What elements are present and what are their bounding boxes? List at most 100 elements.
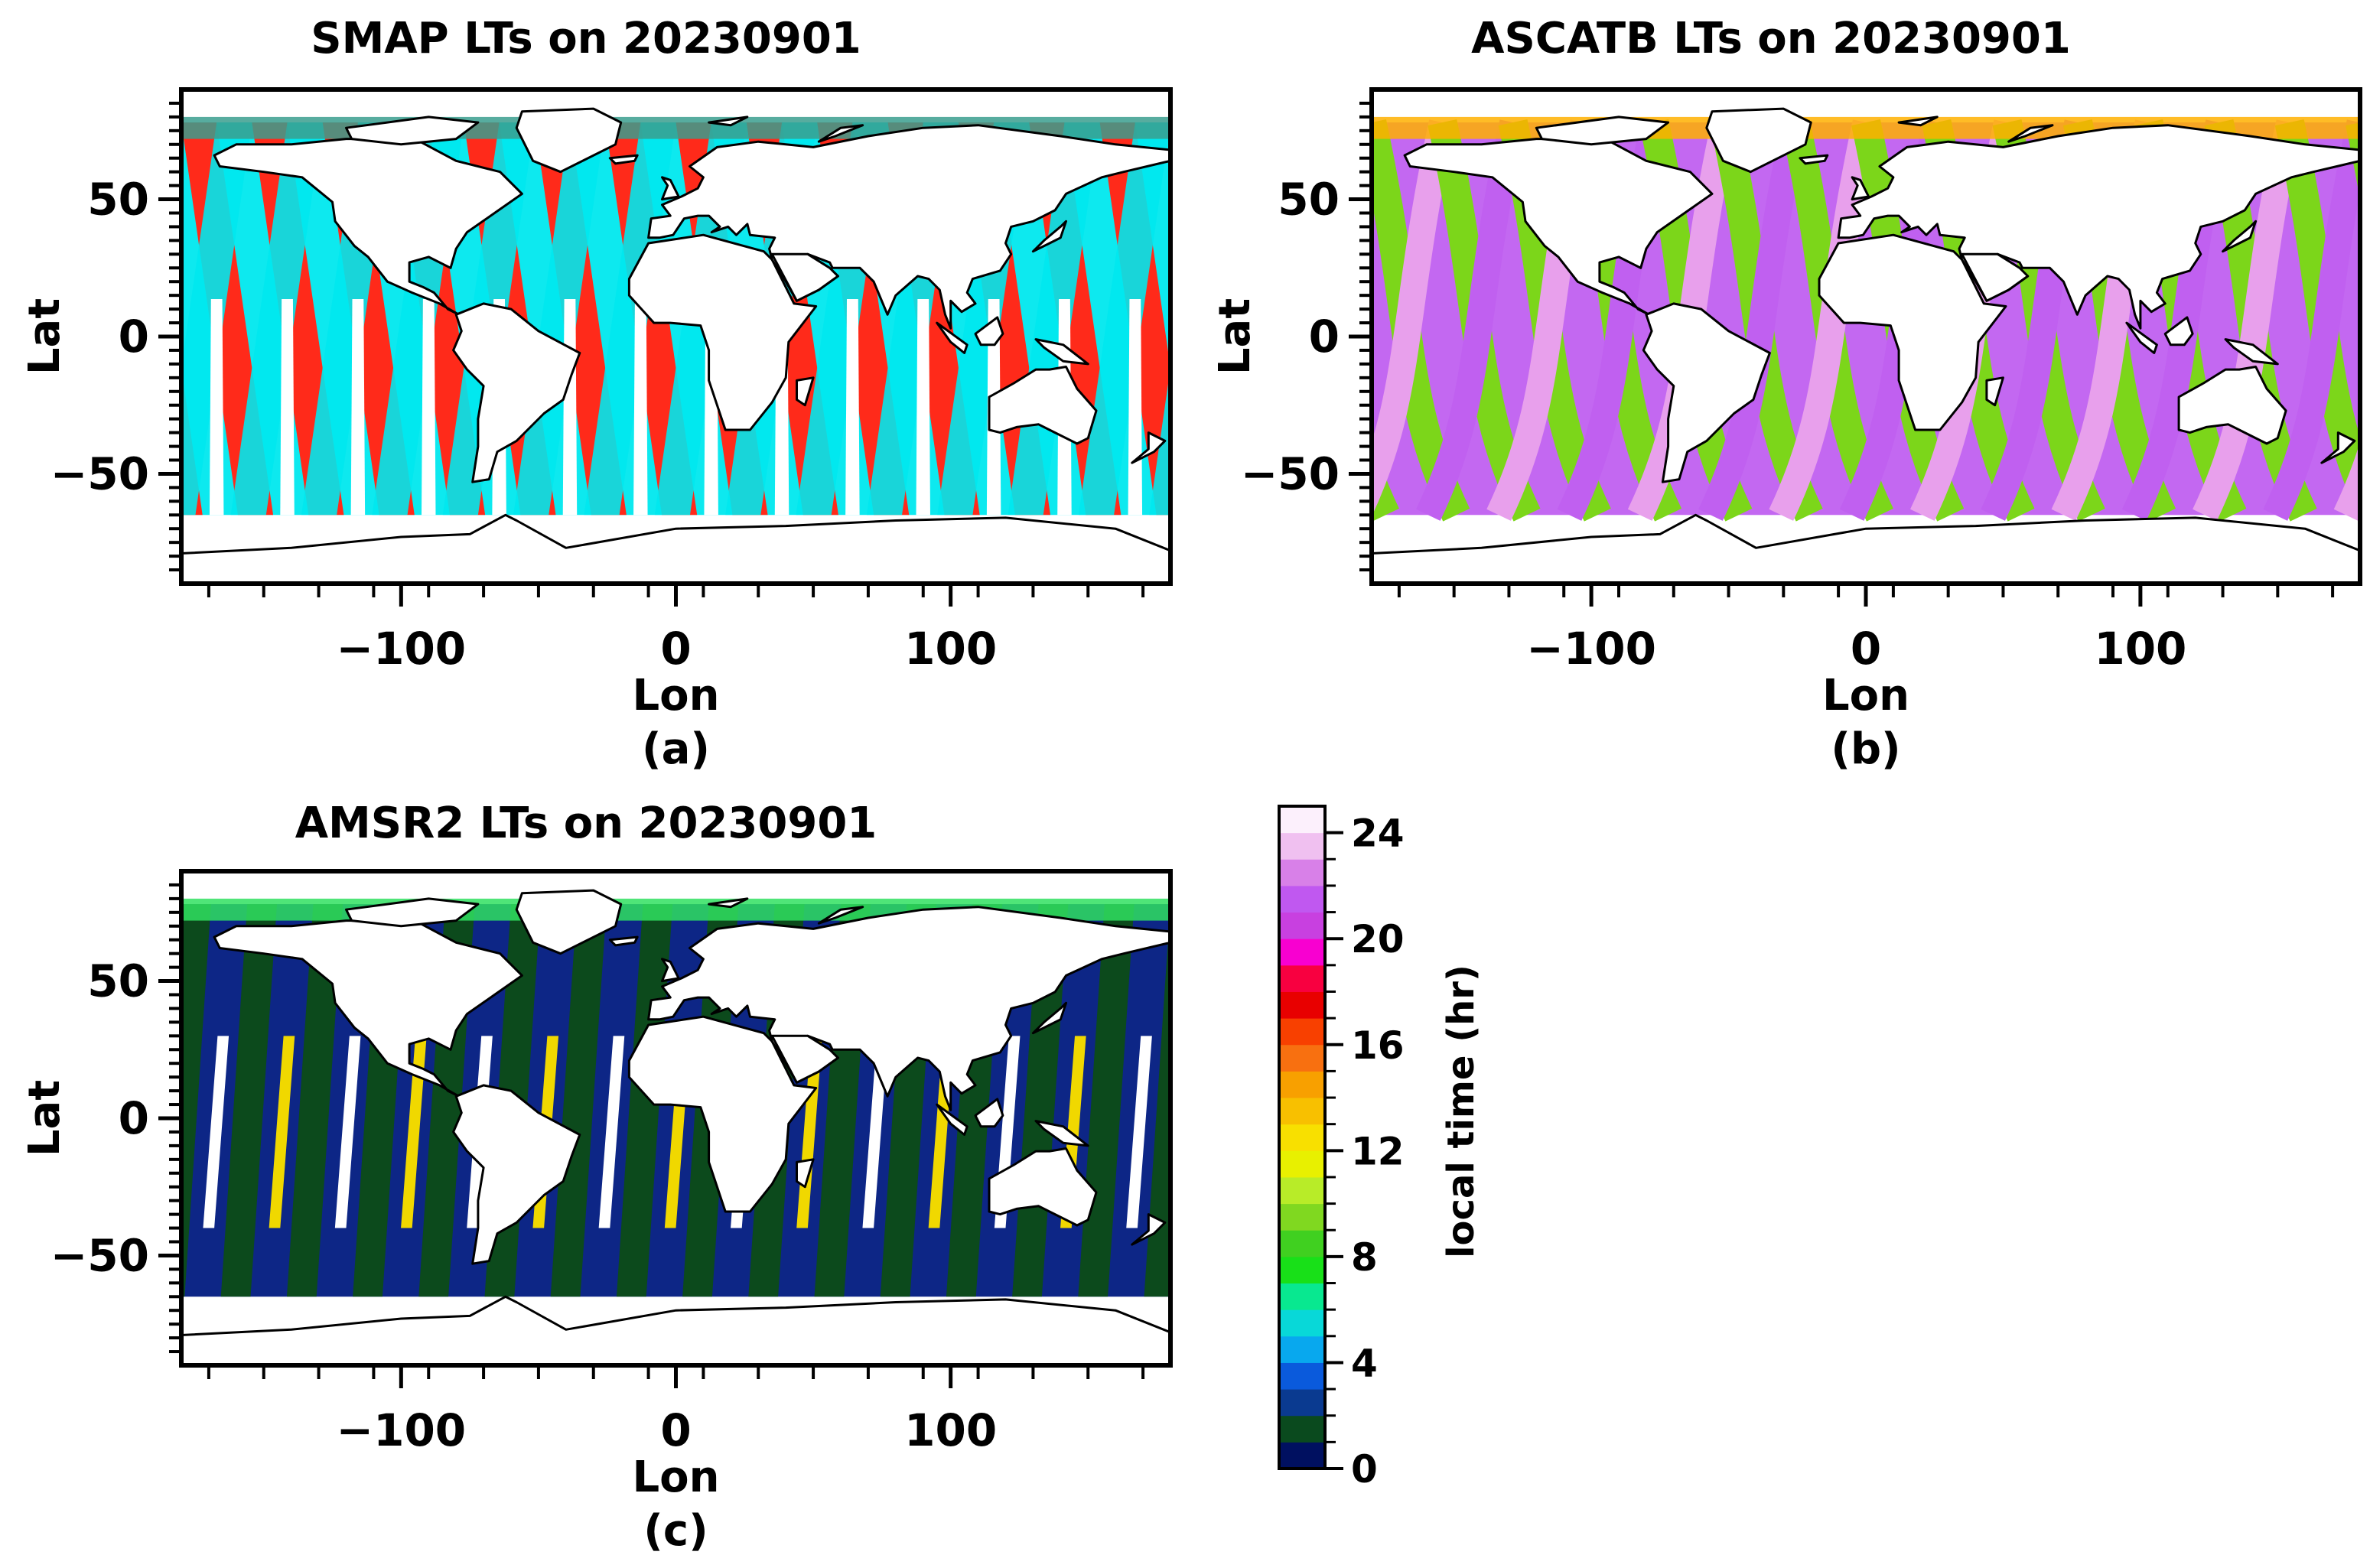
panel-a: SMAP LTs on 20230901 −100 0 100 −50 0 50 Lon (a… — [0, 0, 1185, 780]
land-new-guinea — [1034, 338, 1089, 366]
panel-label: (a) — [642, 724, 710, 774]
land-eurasia — [1837, 124, 2360, 330]
swath-gap — [916, 299, 930, 516]
land-arabia-fill — [770, 1034, 839, 1084]
colorbar-tick-label: 24 — [1351, 812, 1405, 856]
land-greenland — [1705, 107, 1812, 174]
land-antarctica — [181, 1295, 1170, 1365]
colorbar-bin — [1279, 1389, 1325, 1417]
land-madagascar — [1985, 376, 2004, 407]
land-eurasia — [647, 906, 1170, 1111]
x-axis-label: Lon — [1822, 671, 1909, 721]
colorbar-label: local time (hr) — [1440, 965, 1483, 1258]
map-b: −100 0 100 −50 0 50 Lon(b) Lat — [1210, 87, 2362, 774]
land-south-america — [1642, 302, 1771, 483]
land-arabia-fill — [1961, 252, 2030, 302]
swath-gap — [209, 299, 224, 516]
colorbar-bin — [1279, 965, 1325, 992]
swath-descending — [550, 904, 607, 1297]
land-iceland — [1799, 154, 1829, 165]
x-tick-label: 0 — [1851, 623, 1881, 675]
panel-b: ASCATB LTs on 20230901 −100 0 100 −50 0 50 Lon… — [1185, 0, 2370, 780]
swath-descending — [1078, 122, 1170, 516]
colorbar-bin — [1279, 1415, 1325, 1443]
y-tick-label: −50 — [50, 1229, 149, 1281]
land-svalbard — [708, 115, 749, 127]
swath-gap — [845, 299, 860, 516]
x-axis-label: Lon — [632, 671, 719, 721]
x-tick-label: −100 — [336, 1404, 466, 1456]
map-a: −100 0 100 −50 0 50 Lon(a) Lat — [20, 87, 1173, 774]
land-indonesia-sumatra — [2125, 321, 2158, 354]
y-tick-label: 0 — [119, 311, 149, 363]
swath-descending — [181, 904, 211, 1297]
land-new-guinea — [2224, 338, 2279, 366]
land-canadian-islands — [1535, 115, 1670, 146]
colorbar-tick-label: 20 — [1351, 917, 1405, 961]
x-tick-label: −100 — [336, 623, 466, 675]
land-africa — [1818, 233, 2007, 431]
colorbar-bin — [1279, 806, 1325, 834]
colorbar-tick-label: 8 — [1351, 1235, 1378, 1280]
colorbar-bin — [1279, 1071, 1325, 1098]
y-tick-label: 0 — [119, 1092, 149, 1144]
land-novaya-zemlya — [817, 906, 864, 925]
colorbar-bin — [1279, 1124, 1325, 1151]
colorbar: 0 4 8 12 16 20 24 — [1278, 805, 1405, 1492]
land-africa — [627, 233, 818, 431]
land-new-guinea — [1034, 1120, 1089, 1147]
swath-gap — [1126, 1036, 1152, 1228]
land-japan — [1031, 220, 1067, 253]
land-new-zealand — [1131, 1213, 1167, 1246]
land-indonesia-sumatra — [936, 1103, 969, 1136]
swath-gap — [280, 299, 295, 516]
land-layer — [181, 107, 1170, 584]
chart-title-b: ASCATB LTs on 20230901 — [1471, 14, 2071, 63]
swath-descending — [1769, 119, 1880, 521]
swath-gap — [71, 1036, 97, 1228]
land-indonesia-sumatra — [936, 321, 969, 354]
colorbar-bin — [1279, 1256, 1325, 1284]
colorbar-bin — [1279, 859, 1325, 886]
land-new-zealand — [2320, 431, 2356, 464]
swath-gap — [1128, 299, 1143, 516]
land-australia — [2177, 366, 2287, 445]
colorbar-bin — [1279, 1098, 1325, 1125]
colorbar-bin — [1279, 912, 1325, 939]
y-tick-label: 50 — [1278, 174, 1340, 226]
x-axis-label: Lon — [632, 1453, 719, 1502]
colorbar-bin — [1279, 1018, 1325, 1046]
land-japan — [1031, 1001, 1067, 1035]
colorbar-tick-label: 16 — [1351, 1023, 1405, 1068]
x-tick-label: 0 — [660, 1404, 691, 1456]
y-tick-label: 50 — [87, 174, 149, 226]
land-novaya-zemlya — [2007, 124, 2054, 143]
land-north-america — [213, 919, 523, 1098]
y-axis-label: Lat — [1210, 298, 1260, 375]
land-greenland — [515, 889, 623, 955]
land-layer — [181, 889, 1170, 1365]
x-tick-label: 100 — [904, 623, 997, 675]
swath-descending — [230, 122, 323, 516]
y-tick-label: −50 — [50, 447, 149, 499]
y-tick-label: −50 — [1241, 447, 1340, 499]
swath-descending — [2263, 119, 2360, 521]
swath-gap — [350, 299, 366, 516]
colorbar-bin — [1279, 832, 1325, 860]
land-africa — [627, 1015, 818, 1213]
colorbar-bin — [1279, 1176, 1325, 1205]
land-iceland — [608, 154, 639, 165]
colorbar-bin — [1279, 939, 1325, 966]
land-greenland — [515, 107, 623, 174]
land-eurasia — [647, 124, 1170, 330]
swath-gap — [598, 1036, 625, 1228]
land-uk — [661, 958, 680, 983]
land-south-america — [452, 302, 581, 483]
panel-label: (c) — [643, 1506, 708, 1556]
x-tick-label: 100 — [904, 1404, 997, 1456]
colorbar-bin — [1279, 1335, 1325, 1363]
colorbar-bin — [1279, 1442, 1325, 1469]
colorbar-bin — [1279, 1283, 1325, 1310]
land-north-america — [213, 138, 523, 316]
colorbar-bin — [1279, 991, 1325, 1019]
